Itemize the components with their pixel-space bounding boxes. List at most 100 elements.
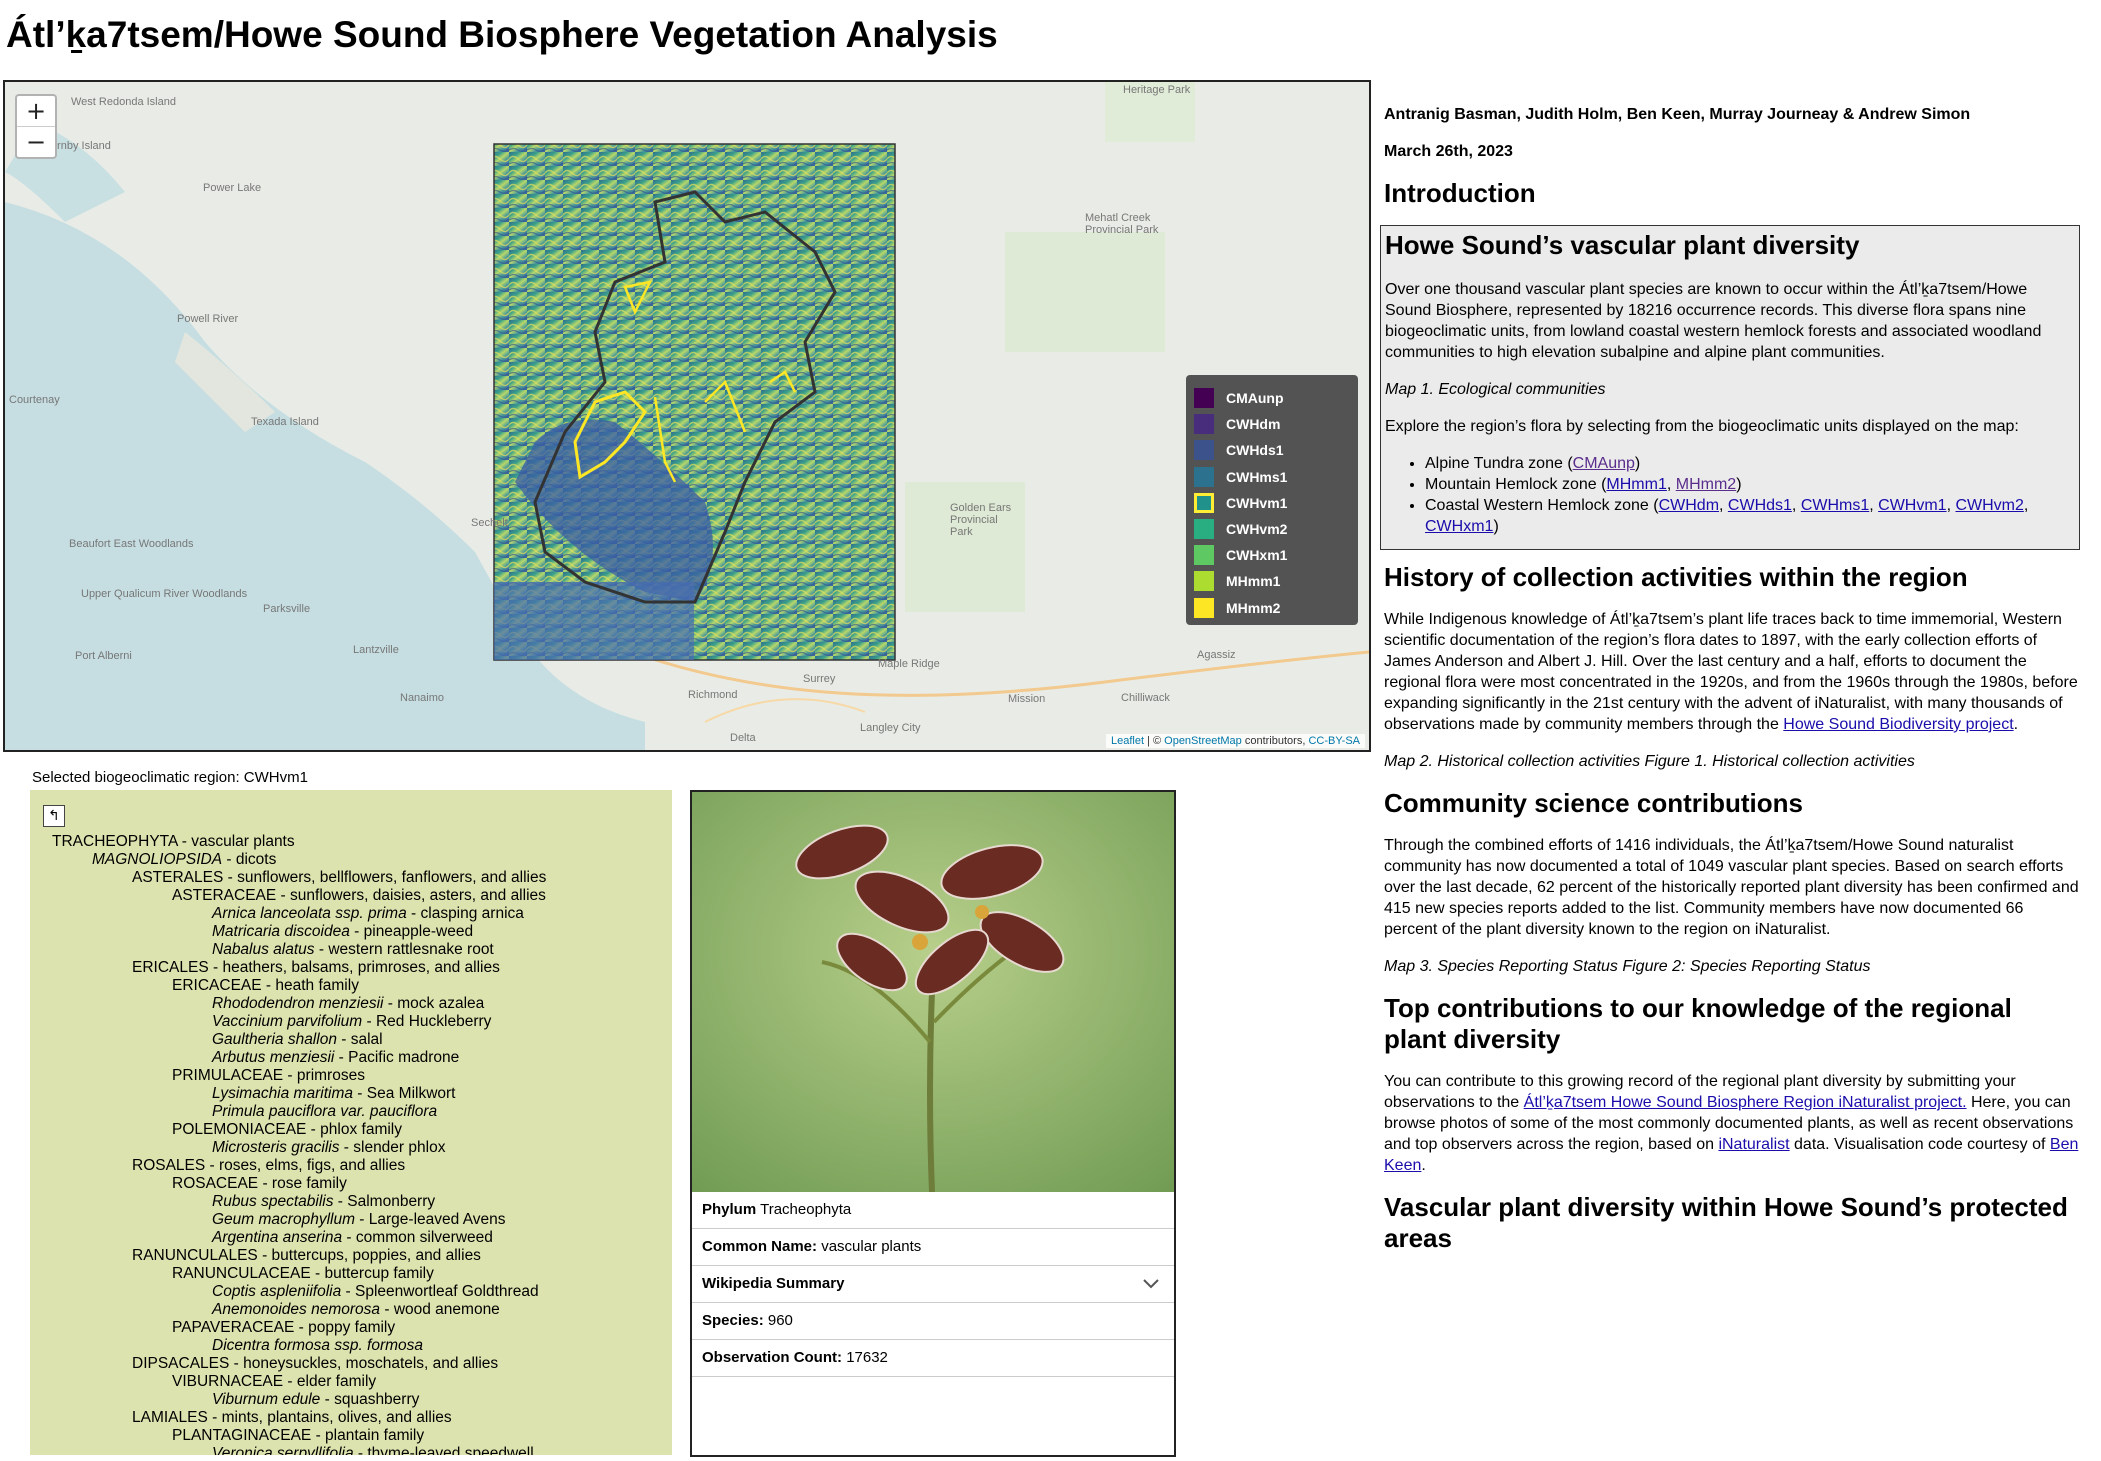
zoom-in-button[interactable]: + bbox=[17, 96, 55, 127]
taxon-name[interactable]: TRACHEOPHYTA bbox=[52, 833, 178, 850]
taxon-row[interactable]: Microsteris gracilis - slender phlox bbox=[30, 1139, 546, 1157]
taxon-row[interactable]: ERICACEAE - heath family bbox=[30, 977, 546, 995]
license-link[interactable]: CC-BY-SA bbox=[1308, 735, 1360, 747]
ben-keen-link[interactable]: Ben Keen bbox=[1384, 1136, 2079, 1174]
inaturalist-link[interactable]: iNaturalist bbox=[1718, 1136, 1790, 1153]
zone-link-cwhds1[interactable]: CWHds1 bbox=[1727, 497, 1792, 514]
legend-item-cwhms1[interactable]: CWHms1 bbox=[1194, 464, 1350, 490]
taxon-name[interactable]: POLEMONIACEAE bbox=[172, 1121, 307, 1138]
taxon-row[interactable]: Rhododendron menziesii - mock azalea bbox=[30, 995, 546, 1013]
tree-up-button[interactable]: ↰ bbox=[43, 805, 65, 827]
taxon-row[interactable]: Arnica lanceolata ssp. prima - clasping … bbox=[30, 905, 546, 923]
taxon-row[interactable]: Vaccinium parvifolium - Red Huckleberry bbox=[30, 1013, 546, 1031]
taxon-row[interactable]: VIBURNACEAE - elder family bbox=[30, 1373, 546, 1391]
taxon-row[interactable]: POLEMONIACEAE - phlox family bbox=[30, 1121, 546, 1139]
taxon-name[interactable]: ERICALES bbox=[132, 959, 209, 976]
taxon-row[interactable]: Rubus spectabilis - Salmonberry bbox=[30, 1193, 546, 1211]
vegetation-map[interactable]: West Redonda Island Powell River Courten… bbox=[3, 80, 1371, 752]
taxon-name[interactable]: VIBURNACEAE bbox=[172, 1373, 284, 1390]
legend-item-cwhxm1[interactable]: CWHxm1 bbox=[1194, 542, 1350, 568]
legend-item-cwhdm[interactable]: CWHdm bbox=[1194, 411, 1350, 437]
taxon-name[interactable]: ROSALES bbox=[132, 1157, 206, 1174]
taxon-name[interactable]: Gaultheria shallon bbox=[212, 1031, 337, 1048]
taxon-name[interactable]: Arbutus menziesii bbox=[212, 1049, 335, 1066]
osm-link[interactable]: OpenStreetMap bbox=[1164, 735, 1242, 747]
zoom-out-button[interactable]: − bbox=[25, 128, 47, 156]
legend-swatch[interactable] bbox=[1194, 388, 1214, 409]
taxon-name[interactable]: MAGNOLIOPSIDA bbox=[92, 851, 223, 868]
taxon-name[interactable]: Matricaria discoidea bbox=[212, 923, 350, 940]
taxon-row[interactable]: PAPAVERACEAE - poppy family bbox=[30, 1319, 546, 1337]
taxon-name[interactable]: Rubus spectabilis bbox=[212, 1193, 334, 1210]
taxon-row[interactable]: Argentina anserina - common silverweed bbox=[30, 1229, 546, 1247]
legend-item-cmaunp[interactable]: CMAunp bbox=[1194, 385, 1350, 411]
taxon-name[interactable]: LAMIALES bbox=[132, 1409, 208, 1426]
zone-link-mhmm2[interactable]: MHmm2 bbox=[1675, 476, 1737, 493]
chevron-down-icon[interactable] bbox=[1142, 1266, 1160, 1314]
taxon-name[interactable]: Microsteris gracilis bbox=[212, 1139, 340, 1156]
taxon-row[interactable]: TRACHEOPHYTA - vascular plants bbox=[30, 833, 546, 851]
taxon-name[interactable]: RANUNCULACEAE bbox=[172, 1265, 311, 1282]
taxon-name[interactable]: Viburnum edule bbox=[212, 1391, 321, 1408]
taxon-name[interactable]: Dicentra formosa ssp. formosa bbox=[212, 1337, 424, 1354]
taxon-name[interactable]: Nabalus alatus bbox=[212, 941, 315, 958]
taxon-name[interactable]: Veronica serpyllifolia bbox=[212, 1445, 354, 1455]
leaflet-link[interactable]: Leaflet bbox=[1110, 735, 1144, 747]
zone-link-cwhxm1[interactable]: CWHxm1 bbox=[1425, 518, 1494, 535]
legend-swatch[interactable] bbox=[1194, 466, 1214, 487]
taxon-row[interactable]: ASTERALES - sunflowers, bellflowers, fan… bbox=[30, 869, 546, 887]
taxon-name[interactable]: Primula pauciflora var. pauciflora bbox=[212, 1103, 438, 1120]
zone-link-mhmm1[interactable]: MHmm1 bbox=[1606, 476, 1667, 493]
taxon-name[interactable]: Vaccinium parvifolium bbox=[212, 1013, 363, 1030]
taxon-row[interactable]: DIPSACALES - honeysuckles, moschatels, a… bbox=[30, 1355, 546, 1373]
taxon-row[interactable]: RANUNCULACEAE - buttercup family bbox=[30, 1265, 546, 1283]
legend-swatch[interactable] bbox=[1194, 545, 1214, 566]
taxon-name[interactable]: PAPAVERACEAE bbox=[172, 1319, 295, 1336]
taxon-name[interactable]: ASTERALES bbox=[132, 869, 224, 886]
taxon-name[interactable]: ROSACEAE bbox=[172, 1175, 259, 1192]
taxon-name[interactable]: Coptis aspleniifolia bbox=[212, 1283, 342, 1300]
taxon-row[interactable]: Primula pauciflora var. pauciflora bbox=[30, 1103, 546, 1121]
taxon-name[interactable]: PRIMULACEAE bbox=[172, 1067, 284, 1084]
taxon-row[interactable]: Geum macrophyllum - Large-leaved Avens bbox=[30, 1211, 546, 1229]
taxon-row[interactable]: PRIMULACEAE - primroses bbox=[30, 1067, 546, 1085]
taxon-row[interactable]: ERICALES - heathers, balsams, primroses,… bbox=[30, 959, 546, 977]
taxon-name[interactable]: Anemonoides nemorosa bbox=[212, 1301, 381, 1318]
legend-swatch[interactable] bbox=[1194, 492, 1214, 513]
taxon-row[interactable]: Nabalus alatus - western rattlesnake roo… bbox=[30, 941, 546, 959]
taxon-row[interactable]: Viburnum edule - squashberry bbox=[30, 1391, 546, 1409]
taxon-row[interactable]: Arbutus menziesii - Pacific madrone bbox=[30, 1049, 546, 1067]
wikipedia-summary-toggle[interactable]: Wikipedia Summary bbox=[692, 1266, 1174, 1303]
taxon-name[interactable]: PLANTAGINACEAE bbox=[172, 1427, 312, 1444]
inaturalist-project-link[interactable]: Átl’ḵa7tsem Howe Sound Biosphere Region … bbox=[1523, 1094, 1967, 1111]
taxon-row[interactable]: Anemonoides nemorosa - wood anemone bbox=[30, 1301, 546, 1319]
zone-link-cwhms1[interactable]: CWHms1 bbox=[1800, 497, 1870, 514]
taxon-row[interactable]: RANUNCULALES - buttercups, poppies, and … bbox=[30, 1247, 546, 1265]
zone-link-cwhvm2[interactable]: CWHvm2 bbox=[1955, 497, 2024, 514]
legend-item-cwhvm1[interactable]: CWHvm1 bbox=[1194, 490, 1350, 516]
zone-link-cmaunp[interactable]: CMAunp bbox=[1572, 455, 1635, 472]
taxonomy-tree[interactable]: ↰ TRACHEOPHYTA - vascular plants MAGNOLIO… bbox=[30, 790, 672, 1455]
taxon-row[interactable]: ROSALES - roses, elms, figs, and allies bbox=[30, 1157, 546, 1175]
taxon-name[interactable]: RANUNCULALES bbox=[132, 1247, 258, 1264]
taxon-row[interactable]: Lysimachia maritima - Sea Milkwort bbox=[30, 1085, 546, 1103]
taxon-row[interactable]: Gaultheria shallon - salal bbox=[30, 1031, 546, 1049]
taxon-row[interactable]: Dicentra formosa ssp. formosa bbox=[30, 1337, 546, 1355]
taxon-row[interactable]: PLANTAGINACEAE - plantain family bbox=[30, 1427, 546, 1445]
howe-sound-biodiversity-link[interactable]: Howe Sound Biodiversity project bbox=[1783, 716, 2014, 733]
legend-item-mhmm1[interactable]: MHmm1 bbox=[1194, 568, 1350, 594]
taxon-row[interactable]: LAMIALES - mints, plantains, olives, and… bbox=[30, 1409, 546, 1427]
taxon-row[interactable]: Coptis aspleniifolia - Spleenwortleaf Go… bbox=[30, 1283, 546, 1301]
legend-item-cwhvm2[interactable]: CWHvm2 bbox=[1194, 516, 1350, 542]
zone-link-cwhdm[interactable]: CWHdm bbox=[1658, 497, 1720, 514]
taxon-name[interactable]: Rhododendron menziesii bbox=[212, 995, 384, 1012]
legend-item-cwhds1[interactable]: CWHds1 bbox=[1194, 437, 1350, 463]
legend-swatch[interactable] bbox=[1194, 414, 1214, 435]
taxon-name[interactable]: Geum macrophyllum bbox=[212, 1211, 355, 1228]
legend-swatch[interactable] bbox=[1194, 519, 1214, 540]
taxon-name[interactable]: ERICACEAE bbox=[172, 977, 262, 994]
taxon-row[interactable]: Veronica serpyllifolia - thyme-leaved sp… bbox=[30, 1445, 546, 1455]
taxon-name[interactable]: Argentina anserina bbox=[212, 1229, 343, 1246]
taxon-row[interactable]: ROSACEAE - rose family bbox=[30, 1175, 546, 1193]
taxon-row[interactable]: MAGNOLIOPSIDA - dicots bbox=[30, 851, 546, 869]
